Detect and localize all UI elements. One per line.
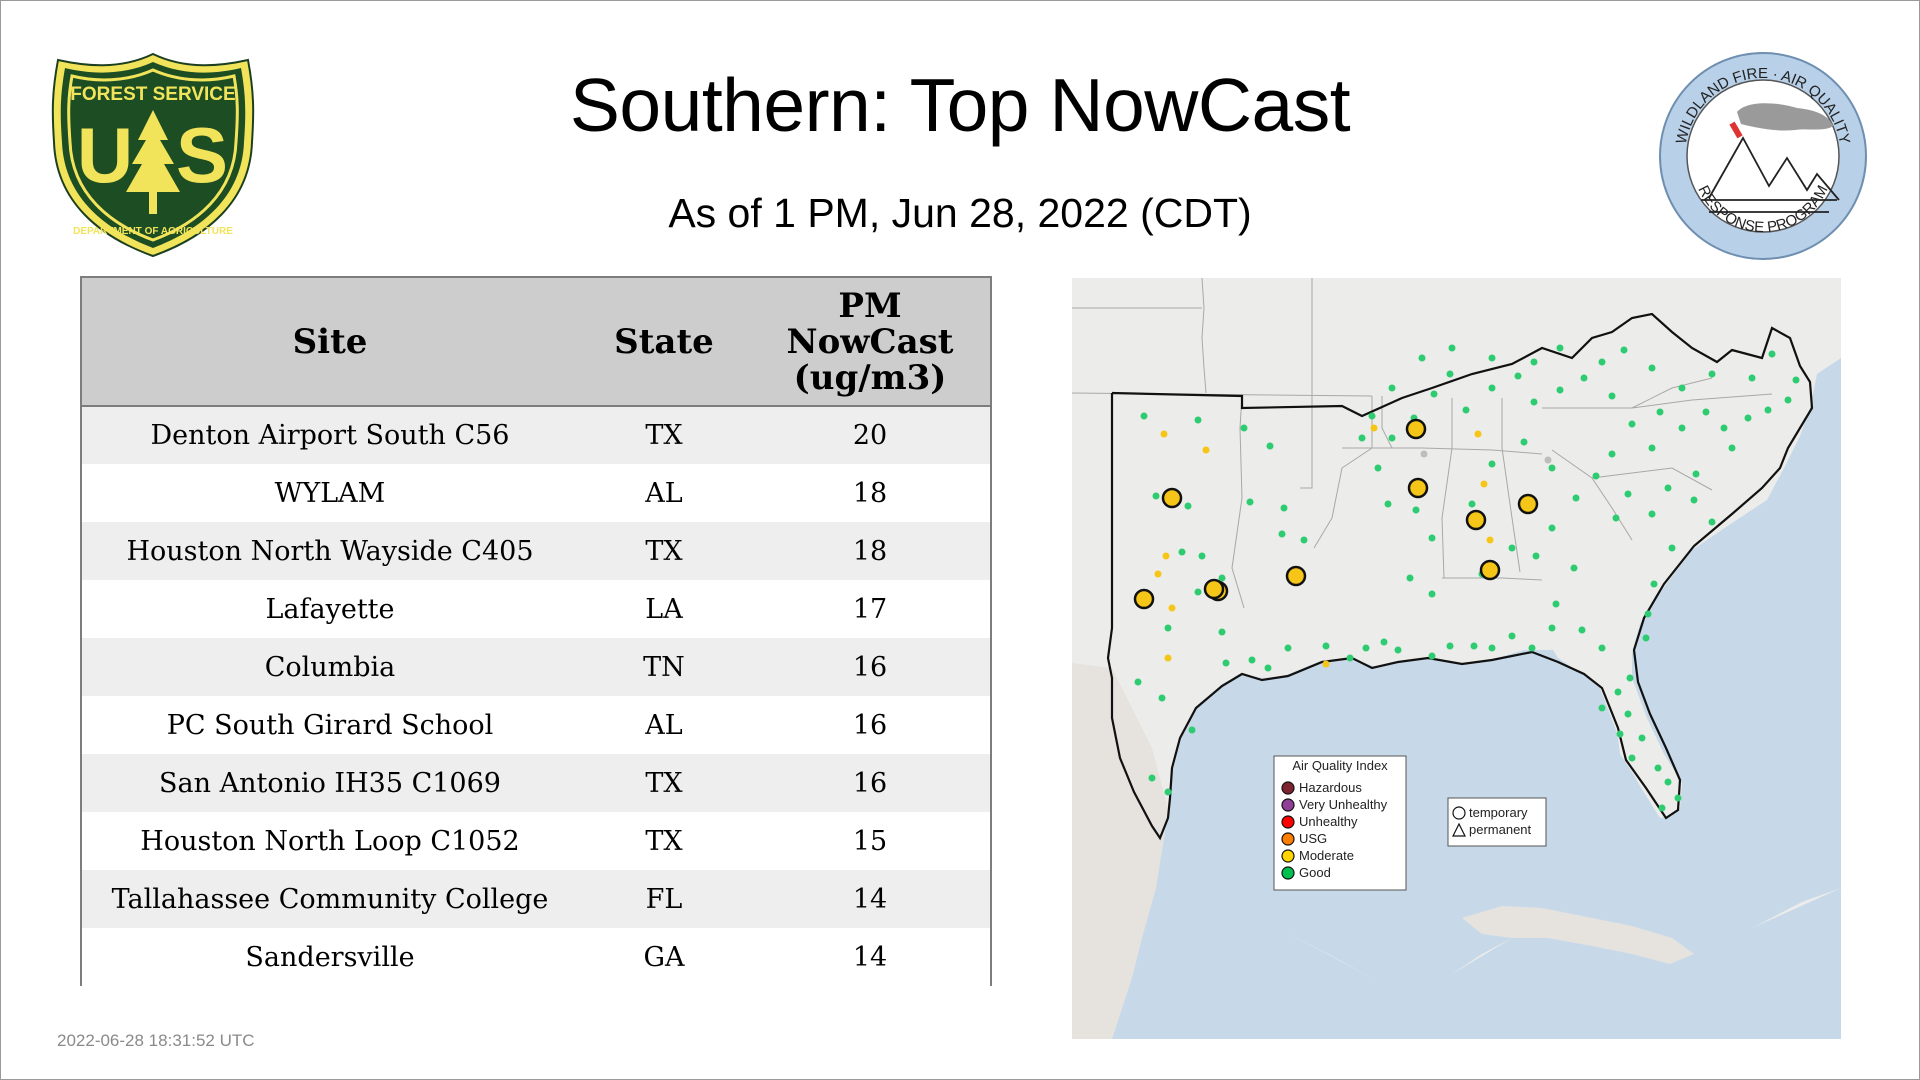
aqi-legend-title: Air Quality Index xyxy=(1292,758,1388,773)
temporary-circle-icon xyxy=(1452,806,1466,820)
forest-service-logo: FOREST SERVICE U S DEPARTMENT OF AGRICUL… xyxy=(51,52,255,258)
cell-site: Houston North Wayside C405 xyxy=(126,535,534,567)
table-row: San Antonio IH35 C1069 TX 16 xyxy=(82,754,990,812)
cell-state: AL xyxy=(645,709,683,741)
cell-state: TX xyxy=(645,535,683,567)
page-subtitle: As of 1 PM, Jun 28, 2022 (CDT) xyxy=(668,190,1252,236)
table-row: Columbia TN 16 xyxy=(82,638,990,696)
cell-value: 18 xyxy=(852,477,888,509)
page-title: Southern: Top NowCast xyxy=(569,63,1351,147)
header-site: Site xyxy=(292,321,368,362)
aqi-map: Air Quality Index Hazardous Very Unhealt… xyxy=(1072,278,1841,1039)
table-row: Houston North Wayside C405 TX 18 xyxy=(82,522,990,580)
cell-state: FL xyxy=(645,883,683,915)
fs-logo-bottom-text: DEPARTMENT OF AGRICULTURE xyxy=(73,226,233,237)
table-header-row: Site State PM NowCast (ug/m3) xyxy=(82,278,990,406)
table-row: Lafayette LA 17 xyxy=(82,580,990,638)
table-row: Houston North Loop C1052 TX 15 xyxy=(82,812,990,870)
state-borders xyxy=(1072,278,1773,609)
cell-site: Lafayette xyxy=(265,593,395,625)
legend-item-hazardous: Hazardous xyxy=(1281,780,1362,795)
other-monitors xyxy=(1420,450,1552,464)
cell-site: Houston North Loop C1052 xyxy=(140,825,520,857)
cell-state: TX xyxy=(645,420,683,451)
generated-timestamp: 2022-06-28 18:31:52 UTC xyxy=(57,1031,255,1050)
permanent-triangle-icon xyxy=(1452,822,1466,837)
cell-site: Denton Airport South C56 xyxy=(150,420,510,451)
cell-state: AL xyxy=(645,477,683,509)
aqi-legend: Air Quality Index Hazardous Very Unhealt… xyxy=(1273,755,1407,891)
legend-item-unhealthy: Unhealthy xyxy=(1281,814,1358,829)
region-boundary xyxy=(1106,312,1814,841)
cell-state: GA xyxy=(643,941,685,973)
cell-value: 14 xyxy=(852,941,888,973)
cell-site: Columbia xyxy=(264,651,396,683)
svg-text:Good: Good xyxy=(1299,865,1331,880)
smoke-plume-icon xyxy=(1737,103,1833,131)
wildland-fire-air-quality-logo: WILDLAND FIRE · AIR QUALITY RESPONSE PRO… xyxy=(1659,52,1867,260)
svg-text:Moderate: Moderate xyxy=(1299,848,1354,863)
legend-item-usg: USG xyxy=(1281,831,1327,846)
table-row: Tallahassee Community College FL 14 xyxy=(82,870,990,928)
header-pm-line3: (ug/m3) xyxy=(793,357,947,398)
cell-value: 20 xyxy=(852,420,888,451)
cuba-land xyxy=(1462,906,1694,964)
header-state: State xyxy=(614,321,714,362)
svg-text:Unhealthy: Unhealthy xyxy=(1299,814,1358,829)
cell-value: 18 xyxy=(852,535,888,567)
cell-value: 17 xyxy=(852,593,888,625)
fs-logo-top-text: FOREST SERVICE xyxy=(70,84,235,105)
cell-state: TX xyxy=(645,825,683,857)
cell-state: LA xyxy=(645,593,683,625)
header-pm-line2: NowCast xyxy=(786,321,954,362)
mountains-icon xyxy=(1701,136,1840,213)
legend-permanent: permanent xyxy=(1469,822,1532,837)
monitor-type-legend: temporary permanent xyxy=(1447,797,1547,847)
nowcast-table: Site State PM NowCast (ug/m3) Denton Air… xyxy=(80,276,992,986)
cell-value: 14 xyxy=(852,883,888,915)
ocean-south xyxy=(1072,798,1841,1039)
table-row: WYLAM AL 18 xyxy=(82,464,990,522)
svg-text:Hazardous: Hazardous xyxy=(1299,780,1362,795)
pine-tree-icon xyxy=(126,110,180,214)
cell-site: Sandersville xyxy=(245,941,415,973)
cell-value: 15 xyxy=(852,825,888,857)
svg-text:Very Unhealthy: Very Unhealthy xyxy=(1299,797,1388,812)
legend-item-very-unhealthy: Very Unhealthy xyxy=(1281,797,1388,812)
cell-state: TX xyxy=(645,767,683,799)
svg-text:USG: USG xyxy=(1299,831,1327,846)
cell-site: PC South Girard School xyxy=(166,709,494,741)
cell-value: 16 xyxy=(852,651,888,683)
florida-land xyxy=(1552,648,1678,818)
cell-site: San Antonio IH35 C1069 xyxy=(159,767,501,799)
legend-temporary: temporary xyxy=(1469,805,1528,820)
moderate-monitors-small xyxy=(1154,424,1494,668)
cell-site: WYLAM xyxy=(274,477,386,509)
table-row: Denton Airport South C56 TX 20 xyxy=(82,406,990,464)
good-monitors xyxy=(1134,344,1800,812)
header-pm-nowcast: PM NowCast (ug/m3) xyxy=(750,278,990,406)
cell-value: 16 xyxy=(852,767,888,799)
fs-logo-letter-s: S xyxy=(176,111,228,199)
cell-state: TN xyxy=(643,651,685,683)
fire-icon xyxy=(1729,121,1743,139)
fs-logo-letter-u: U xyxy=(77,111,133,199)
legend-item-good: Good xyxy=(1281,865,1331,880)
table-row: Sandersville GA 14 xyxy=(82,928,990,986)
cell-value: 16 xyxy=(852,709,888,741)
header-pm-line1: PM xyxy=(838,285,902,326)
mexico-land xyxy=(1072,663,1168,1039)
table-row: PC South Girard School AL 16 xyxy=(82,696,990,754)
cell-site: Tallahassee Community College xyxy=(111,883,549,915)
legend-item-moderate: Moderate xyxy=(1281,848,1354,863)
top-site-markers xyxy=(1133,418,1539,610)
